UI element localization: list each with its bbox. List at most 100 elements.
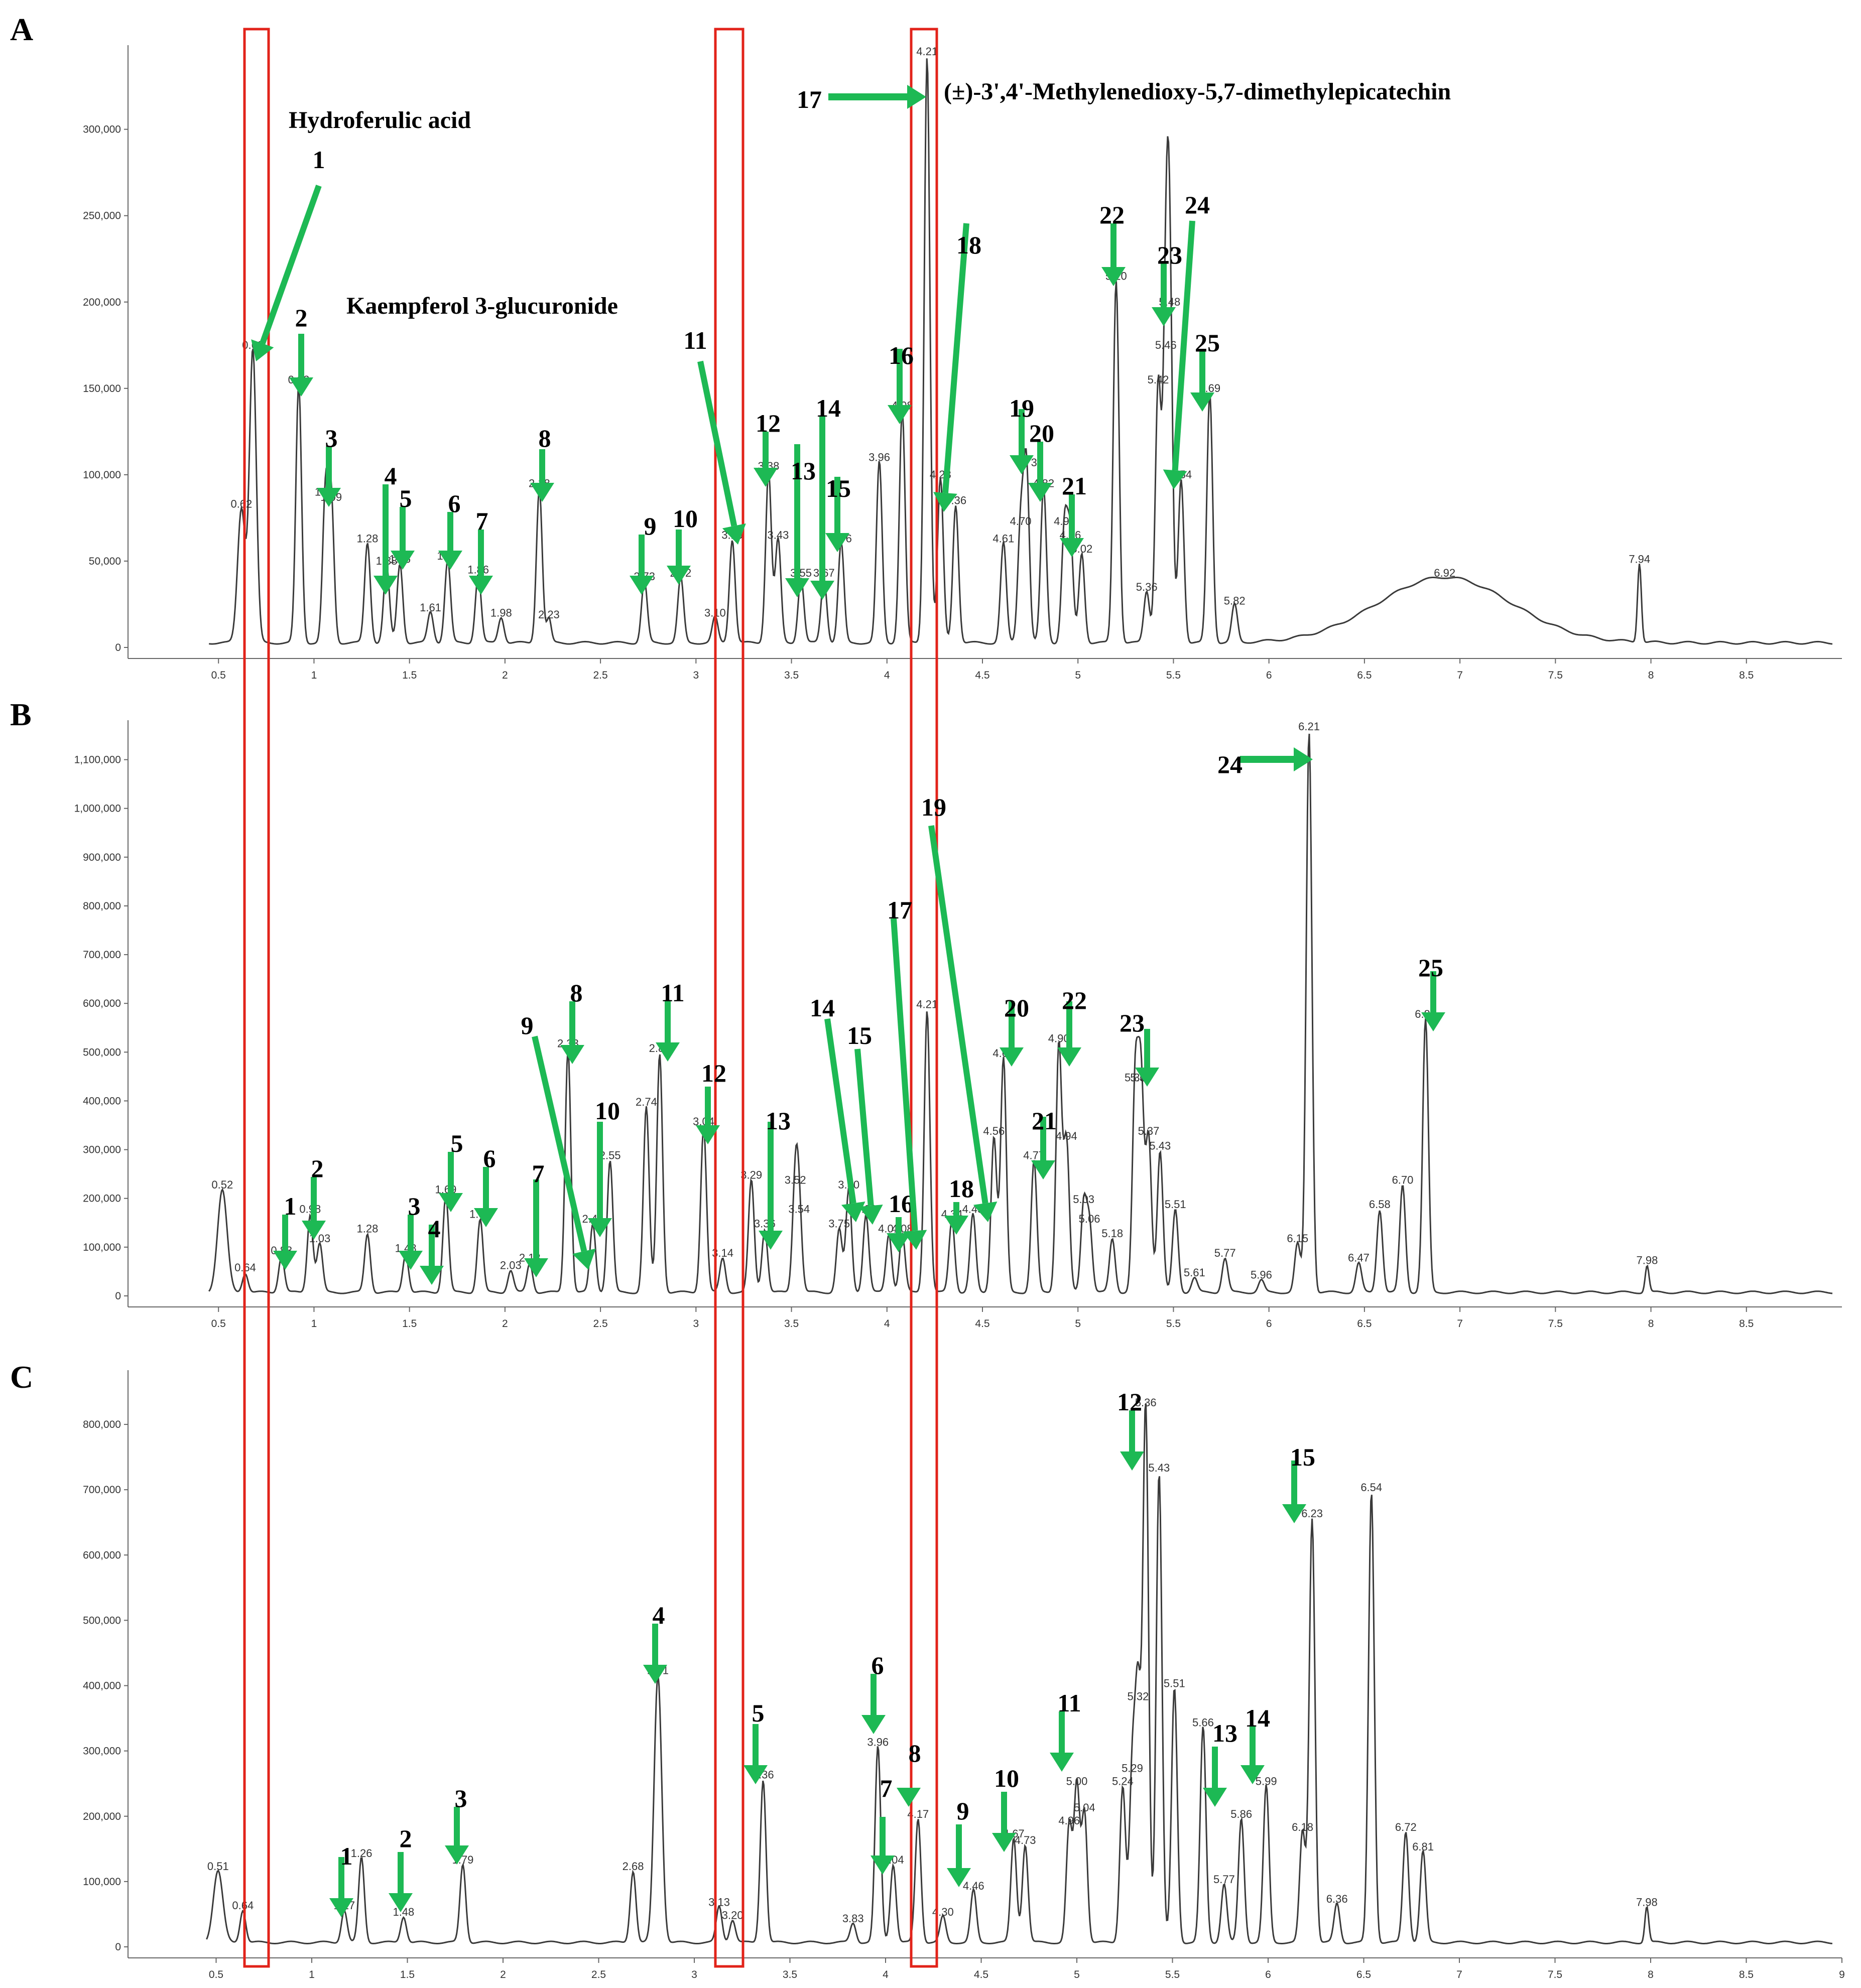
- peak-label: 6.21: [1298, 720, 1320, 733]
- compound-number: 5: [451, 1129, 463, 1157]
- compound-number: 6: [872, 1651, 884, 1679]
- x-tick-label: 4.5: [975, 1318, 989, 1330]
- arrow-head: [1421, 1012, 1445, 1031]
- green-arrow: [1172, 220, 1195, 471]
- compound-name: Kaempferol 3-glucuronide: [346, 293, 618, 319]
- peak-label: 5.99: [1256, 1775, 1277, 1788]
- green-arrow: [928, 825, 988, 1204]
- peak-label: 5.37: [1138, 1125, 1160, 1137]
- chromatogram-trace: [206, 1403, 1832, 1944]
- compound-number: 1: [284, 1192, 297, 1220]
- compound-number: 24: [1217, 750, 1243, 778]
- y-tick-label: 800,000: [83, 1419, 121, 1430]
- compound-number: 4: [385, 462, 397, 490]
- y-tick-label: 0: [115, 642, 121, 653]
- peak-label: 4.21: [916, 998, 938, 1011]
- arrow-head: [1294, 747, 1313, 771]
- compound-number: 23: [1157, 241, 1182, 269]
- compound-number: 21: [1062, 472, 1087, 500]
- arrow-head: [524, 1258, 548, 1277]
- peak-label: 7.98: [1636, 1896, 1658, 1908]
- peak-label: 1.61: [420, 601, 441, 614]
- peak-label: 0.98: [299, 1203, 321, 1216]
- compound-number: 14: [1245, 1704, 1270, 1732]
- peak-label: 5.51: [1164, 1677, 1185, 1690]
- x-tick-label: 8: [1648, 1318, 1654, 1330]
- y-tick-label: 300,000: [83, 124, 121, 136]
- green-arrow: [891, 918, 918, 1231]
- arrow-head: [1060, 538, 1084, 557]
- peak-label: 5.32: [1128, 1690, 1149, 1703]
- arrow-head: [420, 1266, 444, 1285]
- arrow-head: [1010, 455, 1034, 474]
- peak-label: 5.29: [1122, 1762, 1143, 1775]
- compound-number: 9: [957, 1797, 969, 1825]
- x-tick-label: 7: [1457, 670, 1463, 681]
- highlight-box: [714, 28, 745, 1968]
- x-tick-label: 6.5: [1356, 1969, 1371, 1980]
- arrow-head: [289, 377, 313, 396]
- arrow-head: [1028, 483, 1052, 502]
- x-tick-label: 7: [1457, 1318, 1463, 1330]
- compound-number: 15: [1290, 1443, 1315, 1471]
- compound-number: 5: [400, 484, 412, 512]
- y-tick-label: 600,000: [83, 1549, 121, 1561]
- x-tick-label: 6.5: [1357, 1318, 1372, 1330]
- arrow-head: [1190, 392, 1214, 412]
- y-tick-label: 1,100,000: [74, 754, 121, 766]
- arrow-head: [973, 1201, 998, 1222]
- compound-number: 9: [521, 1011, 534, 1039]
- peak-label: 3.43: [768, 529, 789, 542]
- arrow-head: [1120, 1451, 1144, 1471]
- compound-number: 25: [1418, 954, 1443, 982]
- arrow-head: [947, 1868, 971, 1887]
- peak-label: 0.52: [211, 1178, 233, 1191]
- arrow-head: [1203, 1788, 1227, 1807]
- x-tick-label: 1: [309, 1969, 315, 1980]
- arrow-head: [469, 576, 493, 595]
- arrow-head: [643, 1665, 667, 1684]
- x-tick-label: 1.5: [402, 670, 417, 681]
- y-tick-label: 300,000: [83, 1746, 121, 1757]
- x-tick-label: 6: [1266, 1318, 1272, 1330]
- arrow-head: [530, 483, 554, 502]
- arrow-head: [1050, 1753, 1074, 1772]
- arrow-head: [302, 1221, 326, 1240]
- highlight-box: [243, 28, 270, 1968]
- arrow-head: [656, 1042, 680, 1062]
- peak-label: 5.43: [1149, 1139, 1171, 1152]
- x-tick-label: 5.5: [1165, 1969, 1180, 1980]
- compound-number: 10: [994, 1764, 1019, 1792]
- panel-label: A: [10, 12, 33, 47]
- arrow-head: [944, 1216, 968, 1235]
- peak-label: 4.90: [1048, 1032, 1070, 1045]
- x-tick-label: 0.5: [209, 1969, 223, 1980]
- compound-number: 19: [1009, 394, 1034, 422]
- compound-number: 12: [1117, 1388, 1142, 1416]
- arrow-head: [1000, 1047, 1024, 1067]
- peak-label: 5.43: [1148, 1462, 1170, 1474]
- compound-number: 3: [455, 1784, 467, 1812]
- compound-number: 1: [340, 1842, 353, 1870]
- panel-label: C: [10, 1359, 33, 1395]
- arrow-head: [722, 523, 746, 545]
- green-arrow: [697, 360, 737, 526]
- arrow-head: [933, 492, 957, 512]
- y-tick-label: 100,000: [83, 469, 121, 481]
- x-tick-label: 9: [1839, 1969, 1845, 1980]
- peak-label: 3.96: [869, 451, 890, 464]
- arrow-head: [1031, 1160, 1055, 1179]
- peak-label: 0.51: [207, 1860, 229, 1873]
- peak-label: 7.94: [1629, 553, 1650, 566]
- arrow-head: [858, 1205, 883, 1225]
- y-tick-label: 300,000: [83, 1144, 121, 1156]
- peak-label: 4.73: [1015, 1834, 1036, 1846]
- peak-label: 3.96: [867, 1736, 889, 1749]
- arrow-head: [759, 1231, 783, 1250]
- peak-label: 0.64: [232, 1899, 254, 1912]
- peak-label: 5.96: [1251, 1269, 1272, 1281]
- compound-number: 13: [791, 457, 816, 485]
- peak-label: 2.68: [623, 1860, 644, 1873]
- peak-label: 4.21: [916, 45, 938, 58]
- peak-label: 5.04: [1074, 1801, 1095, 1814]
